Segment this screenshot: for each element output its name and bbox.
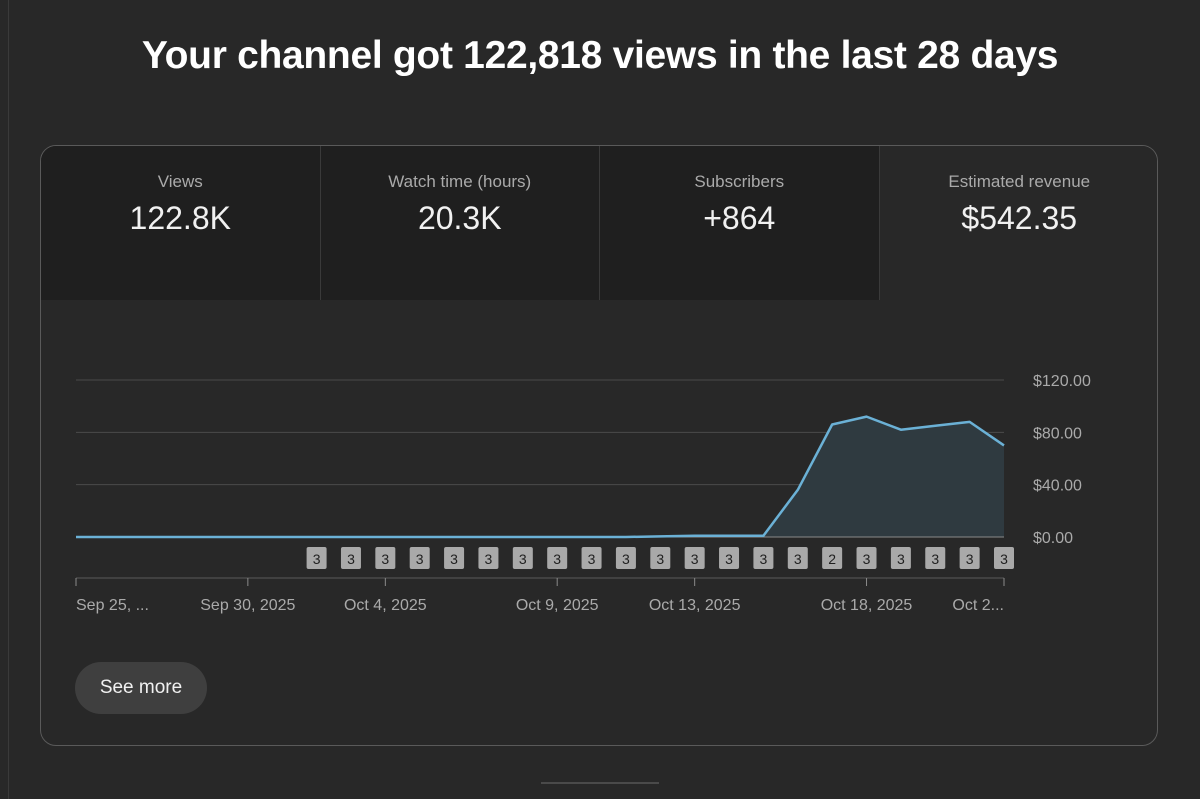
analytics-card: Views 122.8K Watch time (hours) 20.3K Su… [40,145,1158,746]
event-marker [409,547,430,569]
event-marker-label: 3 [622,551,630,567]
tab-views[interactable]: Views 122.8K [41,146,321,300]
revenue-line [76,415,1005,539]
event-marker-label: 3 [691,551,699,567]
event-marker [547,547,568,569]
event-marker-label: 3 [760,551,768,567]
event-marker [581,547,602,569]
x-tick-label: Oct 18, 2025 [821,597,913,614]
event-marker [684,547,705,569]
event-marker [512,547,533,569]
tab-subscribers-label: Subscribers [694,172,785,191]
event-marker-label: 3 [485,551,493,567]
event-marker-label: 3 [863,551,871,567]
tab-estimated-revenue[interactable]: Estimated revenue $542.35 [879,146,1157,300]
tab-views-label: Views [157,172,203,191]
metric-tabs: Views 122.8K Watch time (hours) 20.3K Su… [41,146,1157,300]
x-tick-label: Oct 9, 2025 [516,597,599,614]
tab-subscribers-value: +864 [703,200,776,236]
y-tick-label: $120.00 [1033,373,1091,390]
event-marker-label: 3 [347,551,355,567]
event-marker-label: 3 [725,551,733,567]
x-tick-label: Oct 4, 2025 [344,597,427,614]
event-marker [856,547,877,569]
tab-watch-time-label: Watch time (hours) [388,172,532,191]
tab-subscribers[interactable]: Subscribers +864 [600,146,880,300]
x-tick-label: Oct 13, 2025 [649,597,741,614]
event-marker-label: 3 [794,551,802,567]
event-marker-label: 3 [897,551,905,567]
event-marker-label: 3 [588,551,596,567]
event-marker [340,547,361,569]
event-marker [650,547,671,569]
event-marker [925,547,946,569]
event-marker-label: 3 [966,551,974,567]
event-marker [753,547,774,569]
event-marker [994,547,1014,569]
event-marker [444,547,465,569]
tab-estimated-revenue-value: $542.35 [961,200,1078,236]
event-marker-label: 2 [828,551,836,567]
page-left-divider [0,0,9,799]
event-marker-label: 3 [656,551,664,567]
x-tick-label: Sep 30, 2025 [200,597,295,614]
tab-estimated-revenue-label: Estimated revenue [948,172,1091,191]
tab-watch-time[interactable]: Watch time (hours) 20.3K [320,146,600,300]
tab-watch-time-value: 20.3K [417,200,502,236]
event-marker-label: 3 [416,551,424,567]
event-marker [306,547,327,569]
event-marker-label: 3 [519,551,527,567]
y-tick-label: $40.00 [1033,478,1082,495]
event-marker [478,547,499,569]
event-marker-label: 3 [450,551,458,567]
revenue-chart: $0.00 $40.00 $80.00 $120.00 3 3 3 3 3 3 3 3 3 3 3 3 3 3 3 2… [75,373,1091,614]
event-marker-label: 3 [931,551,939,567]
y-tick-label: $80.00 [1033,425,1082,442]
event-marker [719,547,740,569]
page-title: Your channel got 122,818 views in the la… [141,34,1059,77]
x-tick-label: Oct 2... [952,597,1004,614]
event-marker-label: 3 [553,551,561,567]
revenue-area [76,416,1004,537]
event-marker-label: 3 [381,551,389,567]
bottom-divider [541,782,659,784]
event-marker [890,547,911,569]
event-marker [615,547,636,569]
event-marker [375,547,396,569]
see-more-button[interactable]: See more [75,662,207,714]
tab-views-value: 122.8K [129,200,231,236]
x-tick-label: Sep 25, ... [76,597,149,614]
event-marker [959,547,980,569]
event-marker [822,547,843,569]
y-tick-label: $0.00 [1033,530,1073,547]
event-marker-label: 3 [1000,551,1008,567]
event-marker-label: 3 [313,551,321,567]
event-marker [787,547,808,569]
